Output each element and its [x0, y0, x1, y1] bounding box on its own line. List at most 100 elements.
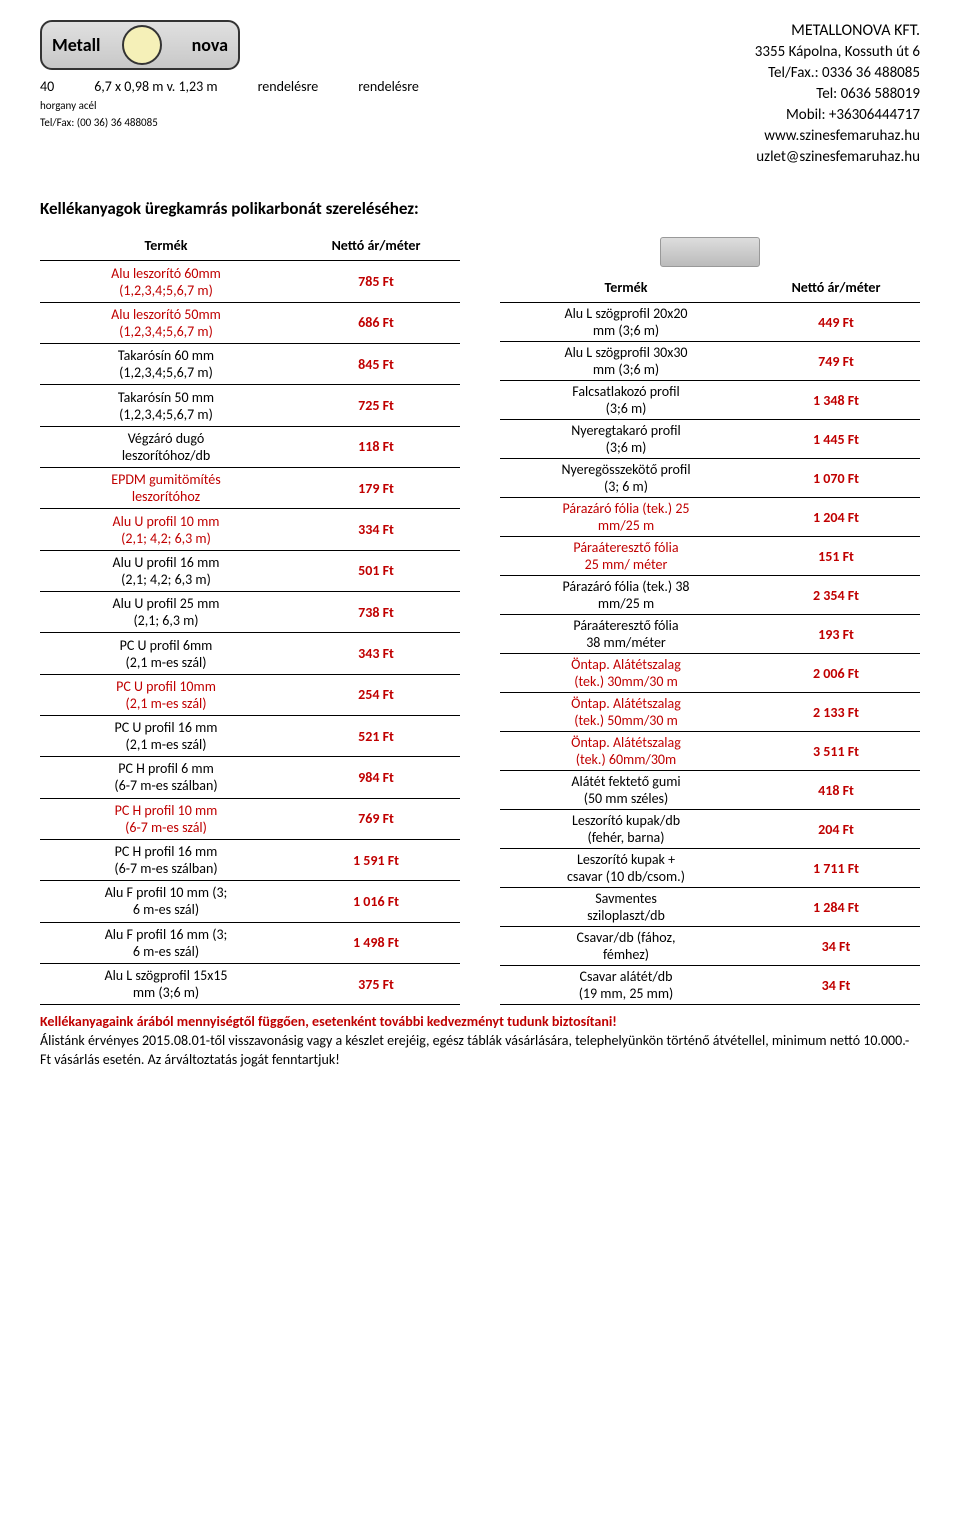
table-row: Páraáteresztő fólia38 mm/méter193 Ft: [500, 615, 920, 654]
product-cell: Nyeregösszekötő profil(3; 6 m): [500, 459, 752, 498]
table-row: Alu L szögprofil 15x15mm (3;6 m)375 Ft: [40, 963, 460, 1004]
price-cell: 151 Ft: [752, 537, 920, 576]
table-row: Párazáró fólia (tek.) 25mm/25 m1 204 Ft: [500, 498, 920, 537]
table-row: Nyeregösszekötő profil(3; 6 m)1 070 Ft: [500, 459, 920, 498]
table-row: Öntap. Alátétszalag(tek.) 30mm/30 m2 006…: [500, 654, 920, 693]
logo-telfax: Tel/Fax: (00 36) 36 488085: [40, 116, 158, 129]
price-cell: 686 Ft: [292, 302, 460, 343]
table-row: Végzáró dugóleszorítóhoz/db118 Ft: [40, 426, 460, 467]
table-row: Alu L szögprofil 30x30mm (3;6 m)749 Ft: [500, 342, 920, 381]
table-row: Alátét fektető gumi(50 mm széles)418 Ft: [500, 771, 920, 810]
table-row: Csavar alátét/db(19 mm, 25 mm)34 Ft: [500, 966, 920, 1005]
table-row: PC U profil 6mm(2,1 m-es szál)343 Ft: [40, 633, 460, 674]
table-row: Alu leszorító 60mm(1,2,3,4;5,6,7 m)785 F…: [40, 261, 460, 302]
price-cell: 749 Ft: [752, 342, 920, 381]
price-cell: 449 Ft: [752, 303, 920, 342]
price-cell: 179 Ft: [292, 468, 460, 509]
col-product: Termék: [500, 273, 752, 303]
price-cell: 1 070 Ft: [752, 459, 920, 498]
table-row: Falcsatlakozó profil(3;6 m)1 348 Ft: [500, 381, 920, 420]
product-cell: Alu L szögprofil 20x20mm (3;6 m): [500, 303, 752, 342]
logo-oval-icon: [122, 25, 162, 65]
product-cell: Nyeregtakaró profil(3;6 m): [500, 420, 752, 459]
product-cell: PC U profil 16 mm(2,1 m-es szál): [40, 716, 292, 757]
right-price-table: Termék Nettó ár/méter Alu L szögprofil 2…: [500, 231, 920, 1005]
price-cell: 1 284 Ft: [752, 888, 920, 927]
table-row: Savmentessziloplaszt/db1 284 Ft: [500, 888, 920, 927]
product-cell: Alu F profil 10 mm (3;6 m-es szál): [40, 881, 292, 922]
product-cell: PC H profil 10 mm(6-7 m-es szál): [40, 798, 292, 839]
product-cell: Alu leszorító 50mm(1,2,3,4;5,6,7 m): [40, 302, 292, 343]
contact-block: METALLONOVA KFT. 3355 Kápolna, Kossuth ú…: [755, 20, 920, 168]
product-cell: Csavar/db (fához,fémhez): [500, 927, 752, 966]
table-row: Öntap. Alátétszalag(tek.) 50mm/30 m2 133…: [500, 693, 920, 732]
price-cell: 769 Ft: [292, 798, 460, 839]
price-cell: 785 Ft: [292, 261, 460, 302]
product-cell: PC H profil 16 mm(6-7 m-es szálban): [40, 839, 292, 880]
table-row: Leszorító kupak/db(fehér, barna)204 Ft: [500, 810, 920, 849]
top-spec-line: 40 6,7 x 0,98 m v. 1,23 m rendelésre ren…: [40, 78, 419, 95]
product-cell: Alu U profil 10 mm(2,1; 4,2; 6,3 m): [40, 509, 292, 550]
price-cell: 1 591 Ft: [292, 839, 460, 880]
product-cell: Savmentessziloplaszt/db: [500, 888, 752, 927]
table-row: Alu U profil 10 mm(2,1; 4,2; 6,3 m)334 F…: [40, 509, 460, 550]
price-cell: 193 Ft: [752, 615, 920, 654]
footer-note: Kellékanyagaink árából mennyiségtől függ…: [40, 1013, 920, 1070]
product-cell: Páraáteresztő fólia25 mm/ méter: [500, 537, 752, 576]
header: Metall nova 40 6,7 x 0,98 m v. 1,23 m re…: [40, 20, 920, 168]
price-cell: 1 016 Ft: [292, 881, 460, 922]
table-row: Nyeregtakaró profil(3;6 m)1 445 Ft: [500, 420, 920, 459]
spec-avail1: rendelésre: [258, 78, 319, 95]
product-cell: Alu leszorító 60mm(1,2,3,4;5,6,7 m): [40, 261, 292, 302]
spec-avail2: rendelésre: [358, 78, 419, 95]
price-cell: 254 Ft: [292, 674, 460, 715]
product-cell: Alu F profil 16 mm (3;6 m-es szál): [40, 922, 292, 963]
product-cell: Leszorító kupak/db(fehér, barna): [500, 810, 752, 849]
discount-note: Kellékanyagaink árából mennyiségtől függ…: [40, 1013, 920, 1032]
price-cell: 3 511 Ft: [752, 732, 920, 771]
company-name: METALLONOVA KFT.: [755, 20, 920, 42]
price-cell: 725 Ft: [292, 385, 460, 426]
price-cell: 738 Ft: [292, 592, 460, 633]
table-row: Csavar/db (fához,fémhez)34 Ft: [500, 927, 920, 966]
price-cell: 1 204 Ft: [752, 498, 920, 537]
table-row: Alu leszorító 50mm(1,2,3,4;5,6,7 m)686 F…: [40, 302, 460, 343]
table-row: Leszorító kupak +csavar (10 db/csom.)1 7…: [500, 849, 920, 888]
table-row: Alu U profil 16 mm(2,1; 4,2; 6,3 m)501 F…: [40, 550, 460, 591]
left-price-table: Termék Nettó ár/méter Alu leszorító 60mm…: [40, 231, 460, 1005]
price-cell: 521 Ft: [292, 716, 460, 757]
product-cell: Öntap. Alátétszalag(tek.) 50mm/30 m: [500, 693, 752, 732]
validity-note: Álistánk érvényes 2015.08.01-től visszav…: [40, 1032, 920, 1070]
product-cell: Végzáró dugóleszorítóhoz/db: [40, 426, 292, 467]
spec-qty: 40: [40, 78, 54, 95]
product-cell: Alu L szögprofil 15x15mm (3;6 m): [40, 963, 292, 1004]
product-cell: Alu U profil 16 mm(2,1; 4,2; 6,3 m): [40, 550, 292, 591]
company-mobil: Mobil: +36306444717: [755, 105, 920, 126]
price-cell: 2 133 Ft: [752, 693, 920, 732]
product-cell: Öntap. Alátétszalag(tek.) 60mm/30m: [500, 732, 752, 771]
table-row: Takarósín 60 mm(1,2,3,4;5,6,7 m)845 Ft: [40, 344, 460, 385]
spec-dim: 6,7 x 0,98 m v. 1,23 m: [94, 78, 217, 95]
logo: Metall nova: [40, 20, 240, 70]
price-cell: 343 Ft: [292, 633, 460, 674]
company-email: uzlet@szinesfemaruhaz.hu: [755, 147, 920, 168]
logo-text-right: nova: [192, 34, 228, 56]
product-cell: Csavar alátét/db(19 mm, 25 mm): [500, 966, 752, 1005]
table-row: PC U profil 10mm(2,1 m-es szál)254 Ft: [40, 674, 460, 715]
price-cell: 984 Ft: [292, 757, 460, 798]
table-row: EPDM gumitömítésleszorítóhoz179 Ft: [40, 468, 460, 509]
product-cell: Takarósín 50 mm(1,2,3,4;5,6,7 m): [40, 385, 292, 426]
product-cell: Alu L szögprofil 30x30mm (3;6 m): [500, 342, 752, 381]
table-row: Öntap. Alátétszalag(tek.) 60mm/30m3 511 …: [500, 732, 920, 771]
table-row: Takarósín 50 mm(1,2,3,4;5,6,7 m)725 Ft: [40, 385, 460, 426]
company-telfax: Tel/Fax.: 0336 36 488085: [755, 63, 920, 84]
product-cell: EPDM gumitömítésleszorítóhoz: [40, 468, 292, 509]
table-row: PC H profil 6 mm(6-7 m-es szálban)984 Ft: [40, 757, 460, 798]
price-cell: 118 Ft: [292, 426, 460, 467]
table-row: Alu F profil 10 mm (3;6 m-es szál)1 016 …: [40, 881, 460, 922]
price-cell: 501 Ft: [292, 550, 460, 591]
product-cell: Falcsatlakozó profil(3;6 m): [500, 381, 752, 420]
price-cell: 1 711 Ft: [752, 849, 920, 888]
company-web: www.szinesfemaruhaz.hu: [755, 126, 920, 147]
product-cell: Leszorító kupak +csavar (10 db/csom.): [500, 849, 752, 888]
